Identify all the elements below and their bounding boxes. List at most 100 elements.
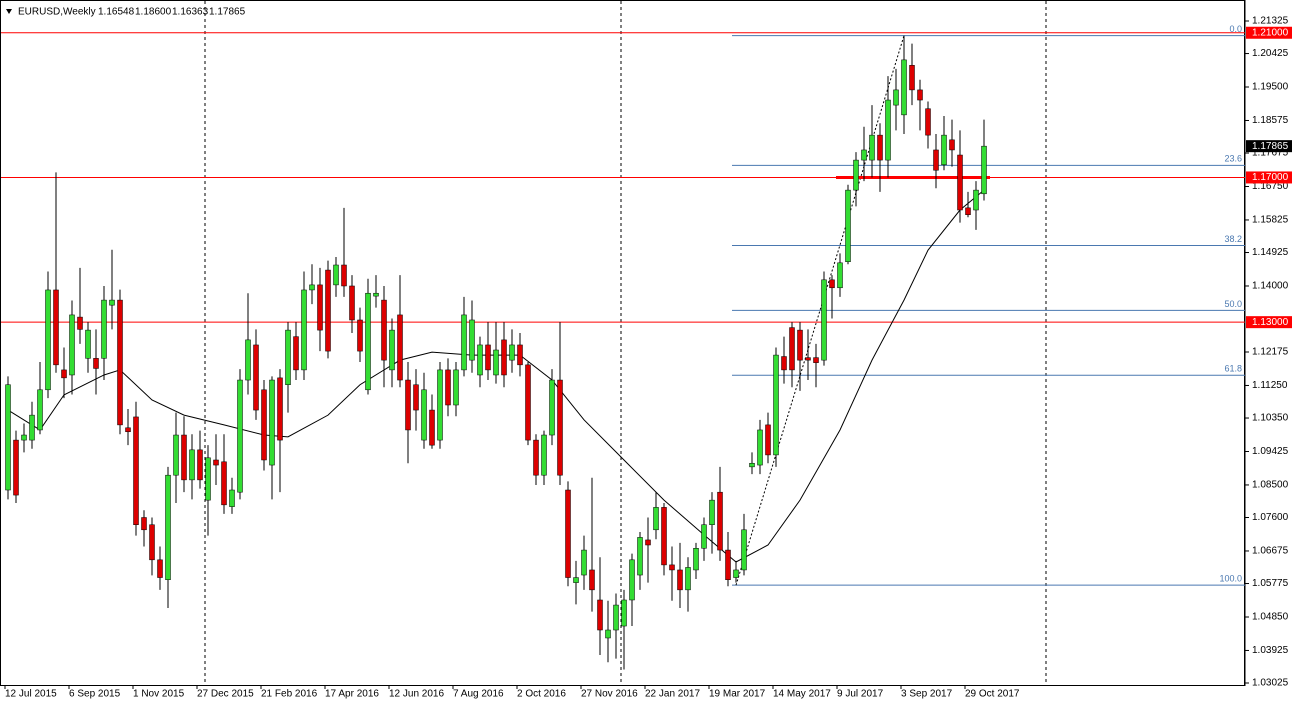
candle-body bbox=[645, 539, 651, 546]
candle-body bbox=[493, 349, 499, 376]
candle-body bbox=[581, 549, 587, 576]
candle-body bbox=[381, 299, 387, 361]
candle-body bbox=[781, 356, 787, 371]
candle-body bbox=[157, 559, 163, 578]
candle-body bbox=[37, 389, 43, 431]
menu-arrow[interactable] bbox=[6, 9, 12, 14]
candle-body bbox=[517, 344, 523, 366]
candle-body bbox=[741, 529, 747, 571]
candle-body bbox=[573, 577, 579, 583]
candle-body bbox=[325, 269, 331, 352]
candle-body bbox=[117, 299, 123, 426]
candle-body bbox=[733, 569, 739, 578]
y-tick-label: 1.08500 bbox=[1252, 480, 1289, 491]
candle-body bbox=[637, 537, 643, 576]
level-label: 1.21000 bbox=[1252, 27, 1289, 38]
candle-body bbox=[725, 549, 731, 580]
candle-body bbox=[181, 434, 187, 481]
candle-body bbox=[701, 524, 707, 549]
candle-body bbox=[629, 559, 635, 601]
candle-body bbox=[61, 369, 67, 379]
candle-body bbox=[341, 264, 347, 287]
y-tick-label: 1.14000 bbox=[1252, 281, 1289, 292]
candle-body bbox=[597, 599, 603, 631]
last-price-box bbox=[1246, 140, 1292, 153]
x-tick-label: 7 Aug 2016 bbox=[453, 689, 504, 700]
candle-body bbox=[333, 264, 339, 286]
ohlc-high: 1.18600 bbox=[135, 7, 172, 18]
fib-label: 38.2 bbox=[1224, 234, 1242, 244]
candle-body bbox=[277, 377, 283, 441]
level-label-box bbox=[1246, 171, 1292, 184]
y-tick-label: 1.11250 bbox=[1252, 380, 1288, 391]
level-label: 1.17000 bbox=[1252, 172, 1289, 183]
candle-body bbox=[373, 292, 379, 297]
candle-body bbox=[109, 299, 115, 306]
candle-body bbox=[933, 149, 939, 171]
candle-body bbox=[469, 319, 475, 361]
candle-body bbox=[309, 284, 315, 291]
candle-body bbox=[461, 314, 467, 371]
x-tick-label: 14 May 2017 bbox=[773, 689, 831, 700]
candle-body bbox=[653, 507, 659, 531]
y-tick-label: 1.03925 bbox=[1252, 645, 1289, 656]
candle-body bbox=[717, 491, 723, 551]
y-tick-label: 1.06675 bbox=[1252, 546, 1289, 557]
x-tick-label: 3 Sep 2017 bbox=[901, 689, 953, 700]
fib-label: 61.8 bbox=[1224, 364, 1242, 374]
candle-body bbox=[685, 567, 691, 591]
candle-body bbox=[85, 329, 91, 359]
candle-body bbox=[125, 427, 131, 433]
y-tick-label: 1.07600 bbox=[1252, 512, 1289, 523]
candle-body bbox=[661, 507, 667, 566]
candle-body bbox=[389, 329, 395, 371]
candle-body bbox=[885, 99, 891, 161]
candle-body bbox=[13, 439, 19, 496]
candle-body bbox=[429, 409, 435, 446]
fib-label: 100.0 bbox=[1219, 574, 1242, 584]
candle-body bbox=[261, 389, 267, 461]
y-tick-label: 1.04850 bbox=[1252, 612, 1289, 623]
candle-body bbox=[293, 336, 299, 371]
y-tick-label: 1.03025 bbox=[1252, 678, 1289, 689]
candle-body bbox=[773, 354, 779, 456]
candle-body bbox=[557, 379, 563, 476]
candle-body bbox=[541, 434, 547, 476]
level-label-box bbox=[1246, 26, 1292, 39]
candle-body bbox=[877, 134, 883, 161]
x-tick-label: 22 Jan 2017 bbox=[645, 689, 700, 700]
x-tick-label: 12 Jul 2015 bbox=[5, 689, 57, 700]
y-tick-label: 1.15825 bbox=[1252, 215, 1289, 226]
candle-body bbox=[805, 357, 811, 361]
candle-body bbox=[477, 344, 483, 376]
candle-body bbox=[853, 159, 859, 191]
candle-body bbox=[901, 59, 907, 116]
candle-body bbox=[613, 604, 619, 631]
candle-body bbox=[421, 389, 427, 441]
y-tick-label: 1.17675 bbox=[1252, 148, 1289, 159]
y-tick-label: 1.18575 bbox=[1252, 115, 1289, 126]
candle-body bbox=[821, 279, 827, 361]
candle-body bbox=[445, 369, 451, 406]
candle-body bbox=[917, 89, 923, 101]
fib-label: 50.0 bbox=[1224, 299, 1242, 309]
candle-body bbox=[413, 384, 419, 411]
candle-body bbox=[677, 569, 683, 591]
candle-body bbox=[205, 457, 211, 501]
candle-body bbox=[621, 599, 627, 627]
candle-body bbox=[365, 292, 371, 391]
plot-frame bbox=[0, 0, 1245, 686]
x-tick-label: 6 Sep 2015 bbox=[69, 689, 121, 700]
candle-body bbox=[669, 564, 675, 571]
candle-body bbox=[93, 358, 99, 369]
y-tick-label: 1.19500 bbox=[1252, 82, 1289, 93]
ohlc-open: 1.16548 bbox=[98, 7, 135, 18]
candle-body bbox=[133, 416, 139, 525]
candle-body bbox=[237, 379, 243, 493]
candle-body bbox=[189, 449, 195, 481]
y-tick-label: 1.16750 bbox=[1252, 181, 1289, 192]
candle-body bbox=[693, 548, 699, 571]
candle-body bbox=[173, 434, 179, 476]
candle-body bbox=[269, 379, 275, 466]
